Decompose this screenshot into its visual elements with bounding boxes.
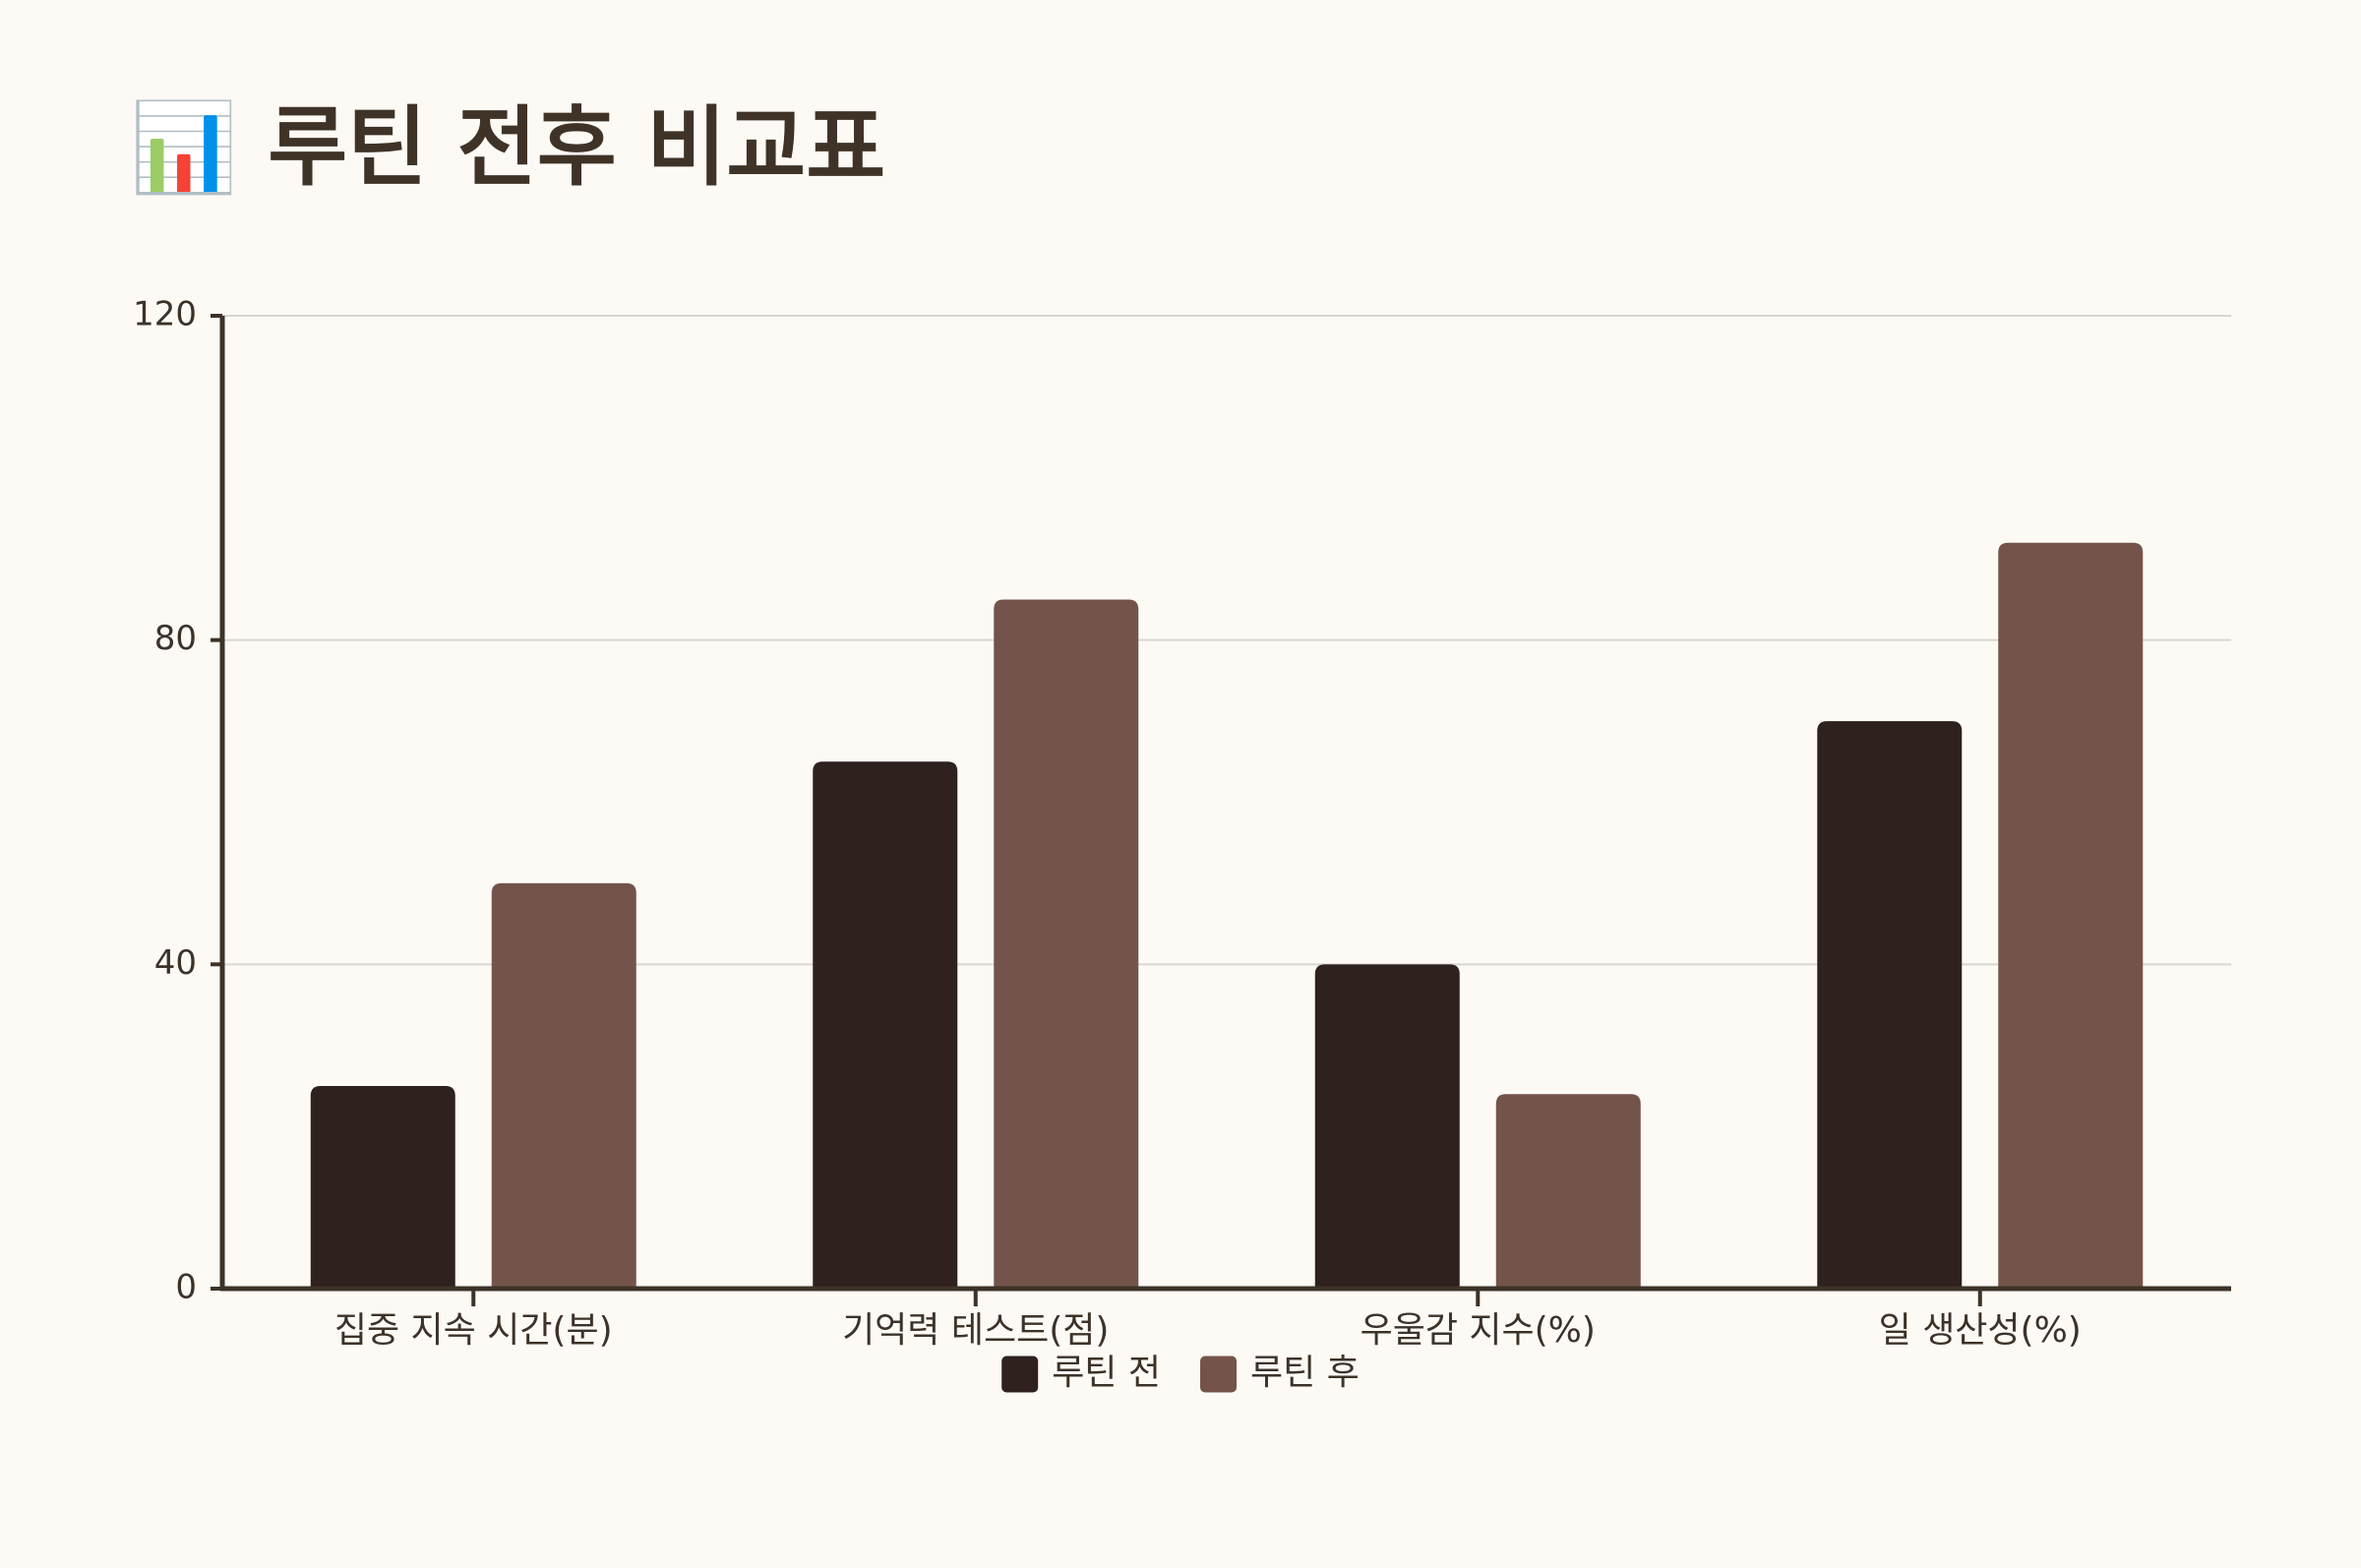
bar xyxy=(491,882,636,1289)
legend-swatch xyxy=(1200,1356,1237,1393)
bar xyxy=(813,761,958,1289)
y-tick-label: 80 xyxy=(154,619,197,658)
legend-label: 루틴 전 xyxy=(1052,1353,1161,1393)
bar xyxy=(1998,542,2144,1289)
chart-title: 📊 루틴 전후 비교표 xyxy=(130,96,885,198)
bar xyxy=(1314,964,1460,1289)
x-tick-label: 기억력 테스트(점) xyxy=(842,1310,1109,1351)
legend-label: 루틴 후 xyxy=(1250,1353,1360,1393)
y-tick-label: 40 xyxy=(154,943,197,983)
bar xyxy=(1495,1094,1641,1289)
x-tick-label: 우울감 지수(%) xyxy=(1361,1310,1596,1351)
legend-swatch xyxy=(1001,1356,1039,1393)
y-tick-label: 120 xyxy=(133,295,197,334)
x-tick-label: 집중 지속 시간(분) xyxy=(334,1310,613,1351)
bar xyxy=(1817,721,1963,1289)
bar xyxy=(994,599,1139,1289)
x-tick-label: 일 생산성(%) xyxy=(1879,1310,2082,1351)
y-tick-label: 0 xyxy=(175,1268,197,1307)
bar xyxy=(310,1085,455,1289)
